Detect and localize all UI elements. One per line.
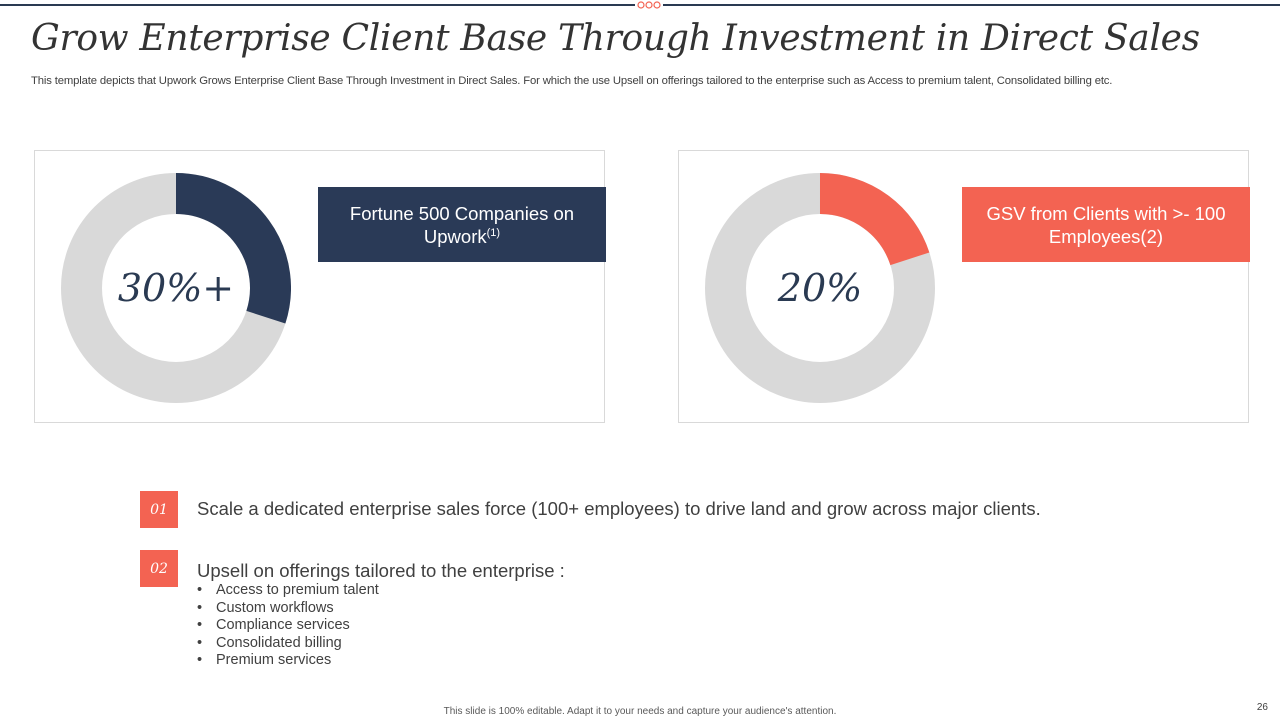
- donut-value-label: 20%: [777, 266, 862, 310]
- stat-label-text: Fortune 500 Companies on Upwork: [349, 202, 575, 247]
- bullet-list: Access to premium talent Custom workflow…: [197, 582, 379, 670]
- ornament-icon: [635, 0, 663, 10]
- donut-segment: [819, 173, 930, 266]
- list-item: Access to premium talent: [197, 582, 379, 600]
- list-item: Custom workflows: [197, 600, 379, 618]
- list-item: Compliance services: [197, 617, 379, 635]
- page-title: Grow Enterprise Client Base Through Inve…: [31, 18, 1200, 59]
- page-number: 26: [1256, 702, 1268, 713]
- footer-note: This slide is 100% editable. Adapt it to…: [443, 706, 837, 717]
- stat-label-footnote: (1): [486, 226, 501, 239]
- donut-value-label: 30%+: [118, 266, 234, 310]
- list-item: Consolidated billing: [197, 635, 379, 653]
- stat-card-gsv: 20% GSV from Clients with >- 100 Employe…: [678, 150, 1250, 423]
- page-subtitle: This template depicts that Upwork Grows …: [31, 75, 1113, 87]
- stat-card-fortune500: 30%+ Fortune 500 Companies on Upwork(1): [34, 150, 606, 423]
- donut-chart: 30%+: [61, 173, 291, 403]
- point-number-badge: 02: [140, 550, 178, 587]
- list-item: Premium services: [197, 652, 379, 670]
- stat-label-text: GSV from Clients with >- 100 Employees(2…: [986, 202, 1226, 247]
- stat-label-box: GSV from Clients with >- 100 Employees(2…: [962, 187, 1250, 262]
- point-text: Scale a dedicated enterprise sales force…: [197, 498, 1041, 519]
- point-text: Upsell on offerings tailored to the ente…: [197, 560, 565, 581]
- point-number-badge: 01: [140, 491, 178, 528]
- stat-label-box: Fortune 500 Companies on Upwork(1): [318, 187, 606, 262]
- donut-chart: 20%: [705, 173, 935, 403]
- donut-segment: [175, 173, 291, 324]
